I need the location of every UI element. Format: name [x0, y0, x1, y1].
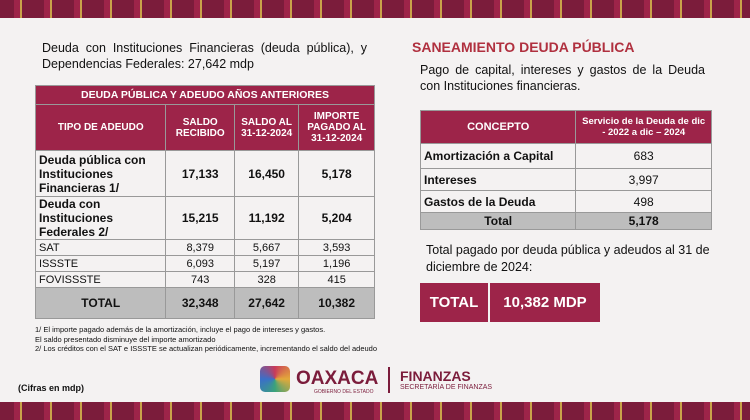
table-row: ISSSTE 6,093 5,197 1,196 [34, 255, 375, 272]
header-cell: SALDO RECIBIDO [165, 104, 235, 151]
brand-sub: GOBIERNO DEL ESTADO [314, 389, 374, 395]
summary: Total pagado por deuda pública y adeudos… [426, 243, 710, 274]
header-cell: Servicio de la Deuda de dic - 2022 a dic… [575, 110, 712, 144]
header-cell: CONCEPTO [419, 110, 577, 144]
left-intro: Deuda con Instituciones Financieras (deu… [42, 41, 367, 71]
right-title: SANEAMIENTO DEUDA PÚBLICA [412, 39, 635, 55]
value-cell: 743 [165, 271, 235, 288]
total-cell: Total [419, 212, 577, 230]
total-row: TOTAL 32,348 27,642 10,382 [34, 287, 375, 319]
table-row: Amortización a Capital 683 [419, 143, 712, 169]
table-row: Intereses 3,997 [419, 168, 712, 191]
service-table: CONCEPTO Servicio de la Deuda de dic - 20… [419, 110, 712, 230]
label-cell: Amortización a Capital [419, 143, 577, 169]
value-cell: 11,192 [233, 196, 300, 240]
note: El saldo presentado disminuye del import… [35, 334, 216, 344]
label-cell: FOVISSSTE [34, 271, 167, 288]
total-label: TOTAL [420, 283, 488, 322]
value-cell: 5,204 [298, 196, 375, 240]
notes: 1/ El importe pagado además de la amorti… [35, 325, 377, 354]
divider [388, 367, 390, 393]
value-cell: 5,667 [233, 239, 300, 256]
right-intro: Pago de capital, intereses y gastos de l… [420, 63, 705, 93]
value-cell: 415 [298, 271, 375, 288]
top-border [0, 0, 750, 18]
value-cell: 8,379 [165, 239, 235, 256]
dept: FINANZAS [400, 368, 471, 384]
note: 1/ El importe pagado además de la amorti… [35, 325, 326, 334]
label-cell: Deuda pública con Instituciones Financie… [34, 150, 167, 197]
label-cell: Intereses [419, 168, 577, 191]
value-cell: 15,215 [165, 196, 235, 240]
header-cell: SALDO AL 31-12-2024 [233, 104, 300, 151]
table-row: SAT 8,379 5,667 3,593 [34, 239, 375, 256]
label-cell: SAT [34, 239, 167, 256]
total-cell: 27,642 [233, 287, 300, 319]
brand: OAXACA [296, 368, 379, 389]
value-cell: 6,093 [165, 255, 235, 272]
value-cell: 683 [575, 143, 712, 169]
table-row: FOVISSSTE 743 328 415 [34, 271, 375, 288]
header-cell: TIPO DE ADEUDO [34, 104, 167, 151]
table-row: Gastos de la Deuda 498 [419, 190, 712, 213]
label-cell: Deuda con Instituciones Federales 2/ [34, 196, 167, 240]
header-row: TIPO DE ADEUDO SALDO RECIBIDO SALDO AL 31-… [34, 104, 375, 151]
value-cell: 328 [233, 271, 300, 288]
label-cell: ISSSTE [34, 255, 167, 272]
header-row: CONCEPTO Servicio de la Deuda de dic - 20… [419, 110, 712, 144]
value-cell: 16,450 [233, 150, 300, 197]
table-row: Deuda con Instituciones Federales 2/15,2… [34, 196, 375, 240]
total-row: Total 5,178 [419, 212, 712, 230]
value-cell: 3,593 [298, 239, 375, 256]
table-title: DEUDA PÚBLICA Y ADEUDO AÑOS ANTERIORES [35, 85, 375, 105]
label-cell: Gastos de la Deuda [419, 190, 577, 213]
note: 2/ Los créditos con el SAT e ISSSTE se a… [35, 344, 378, 353]
bottom-border [0, 402, 750, 420]
logo-icon [260, 366, 290, 392]
debt-table: DEUDA PÚBLICA Y ADEUDO AÑOS ANTERIORES TI… [34, 85, 375, 319]
table-row: Deuda pública con Instituciones Financie… [34, 150, 375, 197]
total-cell: 10,382 [298, 287, 375, 319]
value-cell: 17,133 [165, 150, 235, 197]
title-row: DEUDA PÚBLICA Y ADEUDO AÑOS ANTERIORES [35, 85, 375, 105]
value-cell: 3,997 [575, 168, 712, 191]
units: (Cifras en mdp) [18, 383, 85, 393]
value-cell: 5,197 [233, 255, 300, 272]
total-value: 10,382 MDP [490, 283, 600, 322]
total-cell: TOTAL [34, 287, 167, 319]
header-cell: IMPORTE PAGADO AL 31-12-2024 [298, 104, 375, 151]
total-cell: 5,178 [575, 212, 712, 230]
value-cell: 5,178 [298, 150, 375, 197]
total-cell: 32,348 [165, 287, 235, 319]
dept-sub: SECRETARÍA DE FINANZAS [400, 384, 493, 391]
value-cell: 498 [575, 190, 712, 213]
value-cell: 1,196 [298, 255, 375, 272]
